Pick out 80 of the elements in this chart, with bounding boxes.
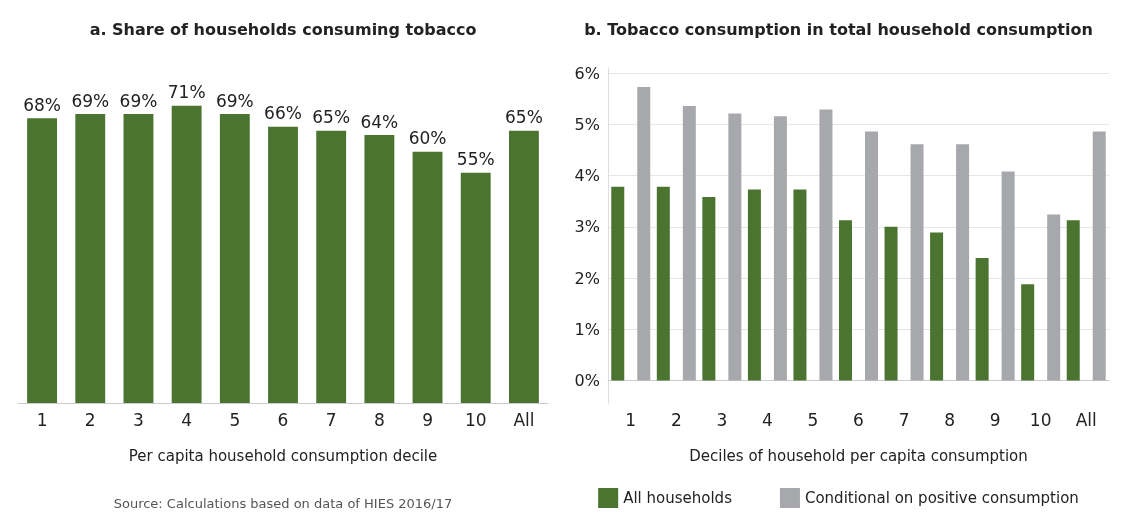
data-label: 65% (312, 107, 351, 128)
x-tick-label: 9 (989, 409, 1001, 430)
bar (27, 118, 58, 403)
x-tick-label: 3 (716, 409, 728, 430)
y-tick-label: 2% (574, 268, 600, 288)
x-tick-label: 9 (422, 409, 433, 430)
data-label: 65% (505, 107, 543, 128)
legend-label: All households (623, 489, 733, 507)
x-tick-label: 10 (1029, 409, 1052, 430)
bar (171, 105, 202, 403)
bar (819, 109, 833, 381)
y-tick-label: 5% (574, 114, 600, 134)
x-tick-label: 3 (133, 409, 144, 430)
bar (702, 197, 716, 381)
bar (793, 189, 807, 381)
x-tick-label: 7 (325, 409, 337, 430)
bar (975, 258, 989, 381)
bar (773, 116, 787, 381)
data-label: 66% (264, 103, 302, 124)
x-tick-label: 7 (898, 409, 910, 430)
chart-title: a. Share of households consuming tobacco (89, 19, 477, 39)
chart-title: b. Tobacco consumption in total household consumption (584, 19, 1093, 39)
bar (1047, 214, 1061, 381)
x-tick-label: 2 (84, 409, 96, 430)
bar (219, 114, 250, 403)
bar (1021, 284, 1035, 381)
x-tick-label: 1 (36, 409, 48, 430)
data-label: 71% (167, 82, 206, 103)
bar (1001, 171, 1015, 381)
bar (123, 114, 154, 403)
x-tick-label: 5 (807, 409, 819, 430)
x-axis-title: Deciles of household per capita consumption (689, 446, 1028, 465)
bar (75, 114, 106, 403)
data-label: 55% (456, 149, 495, 170)
x-tick-label: 4 (181, 409, 193, 430)
y-tick-label: 6% (574, 63, 600, 83)
x-tick-label: 10 (464, 409, 487, 430)
bar (637, 86, 651, 381)
bar (1066, 220, 1080, 381)
legend-label: Conditional on positive consumption (804, 489, 1079, 507)
x-tick-label: All (513, 409, 535, 430)
x-tick-label: All (1075, 409, 1097, 430)
bar (956, 144, 970, 381)
bar (930, 232, 944, 381)
bar (656, 186, 670, 381)
x-tick-label: 1 (625, 409, 637, 430)
data-label: 69% (215, 90, 254, 111)
bar (364, 135, 395, 403)
bar (839, 220, 852, 381)
x-tick-label: 2 (670, 409, 682, 430)
source-note: Source: Calculations based on data of HIES 2016/17 (112, 496, 454, 511)
bar (1092, 131, 1106, 381)
bar (910, 144, 924, 381)
bar (412, 151, 443, 403)
x-axis-title: Per capita household consumption decile (128, 446, 438, 465)
y-tick-label: 1% (574, 319, 600, 339)
bar (682, 105, 696, 381)
bar (728, 113, 742, 381)
x-tick-label: 6 (277, 409, 289, 430)
y-tick-label: 3% (574, 217, 600, 237)
x-tick-label: 6 (853, 409, 864, 430)
bar (611, 186, 625, 381)
bar (316, 130, 347, 403)
bar (460, 172, 491, 403)
x-tick-label: 4 (762, 409, 773, 430)
y-tick-label: 0% (574, 370, 600, 390)
bar (865, 131, 878, 381)
data-label: 68% (23, 94, 61, 115)
data-label: 69% (71, 90, 110, 111)
bar (747, 189, 761, 381)
bar (508, 130, 539, 403)
data-label: 60% (408, 128, 447, 149)
bar (268, 126, 298, 403)
data-label: 69% (119, 90, 158, 111)
x-tick-label: 5 (229, 409, 241, 430)
y-tick-label: 4% (574, 166, 600, 186)
x-tick-label: 8 (373, 409, 385, 430)
bar (884, 226, 898, 381)
x-tick-label: 8 (944, 409, 956, 430)
data-label: 64% (360, 111, 399, 132)
